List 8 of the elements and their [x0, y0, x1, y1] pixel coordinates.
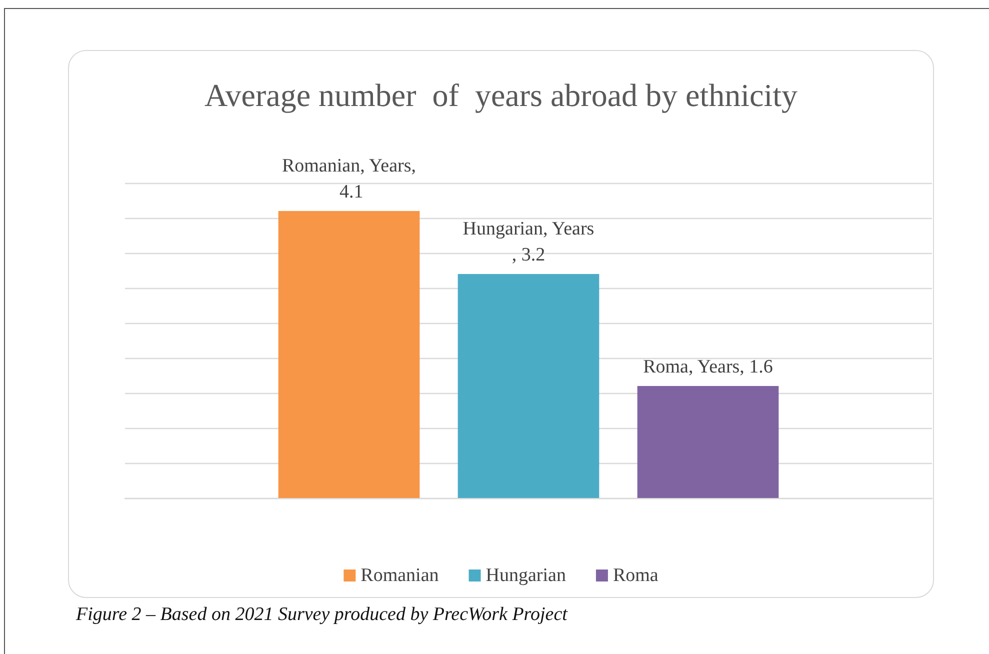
- legend-label: Romanian: [360, 565, 440, 586]
- legend-label: Hungarian: [486, 565, 566, 586]
- chart-title: Average number of years abroad by ethnicity: [204, 77, 798, 113]
- data-label: Roma, Years, 1.6: [643, 356, 773, 378]
- caption: Figure 2 – Based on 2021 Survey produced by PrecWork Project: [76, 604, 568, 626]
- data-label: Hungarian, Years, 3.2: [462, 218, 594, 266]
- legend-label: Roma: [612, 565, 659, 586]
- data-label: Romanian, Years, 4.1: [282, 156, 416, 202]
